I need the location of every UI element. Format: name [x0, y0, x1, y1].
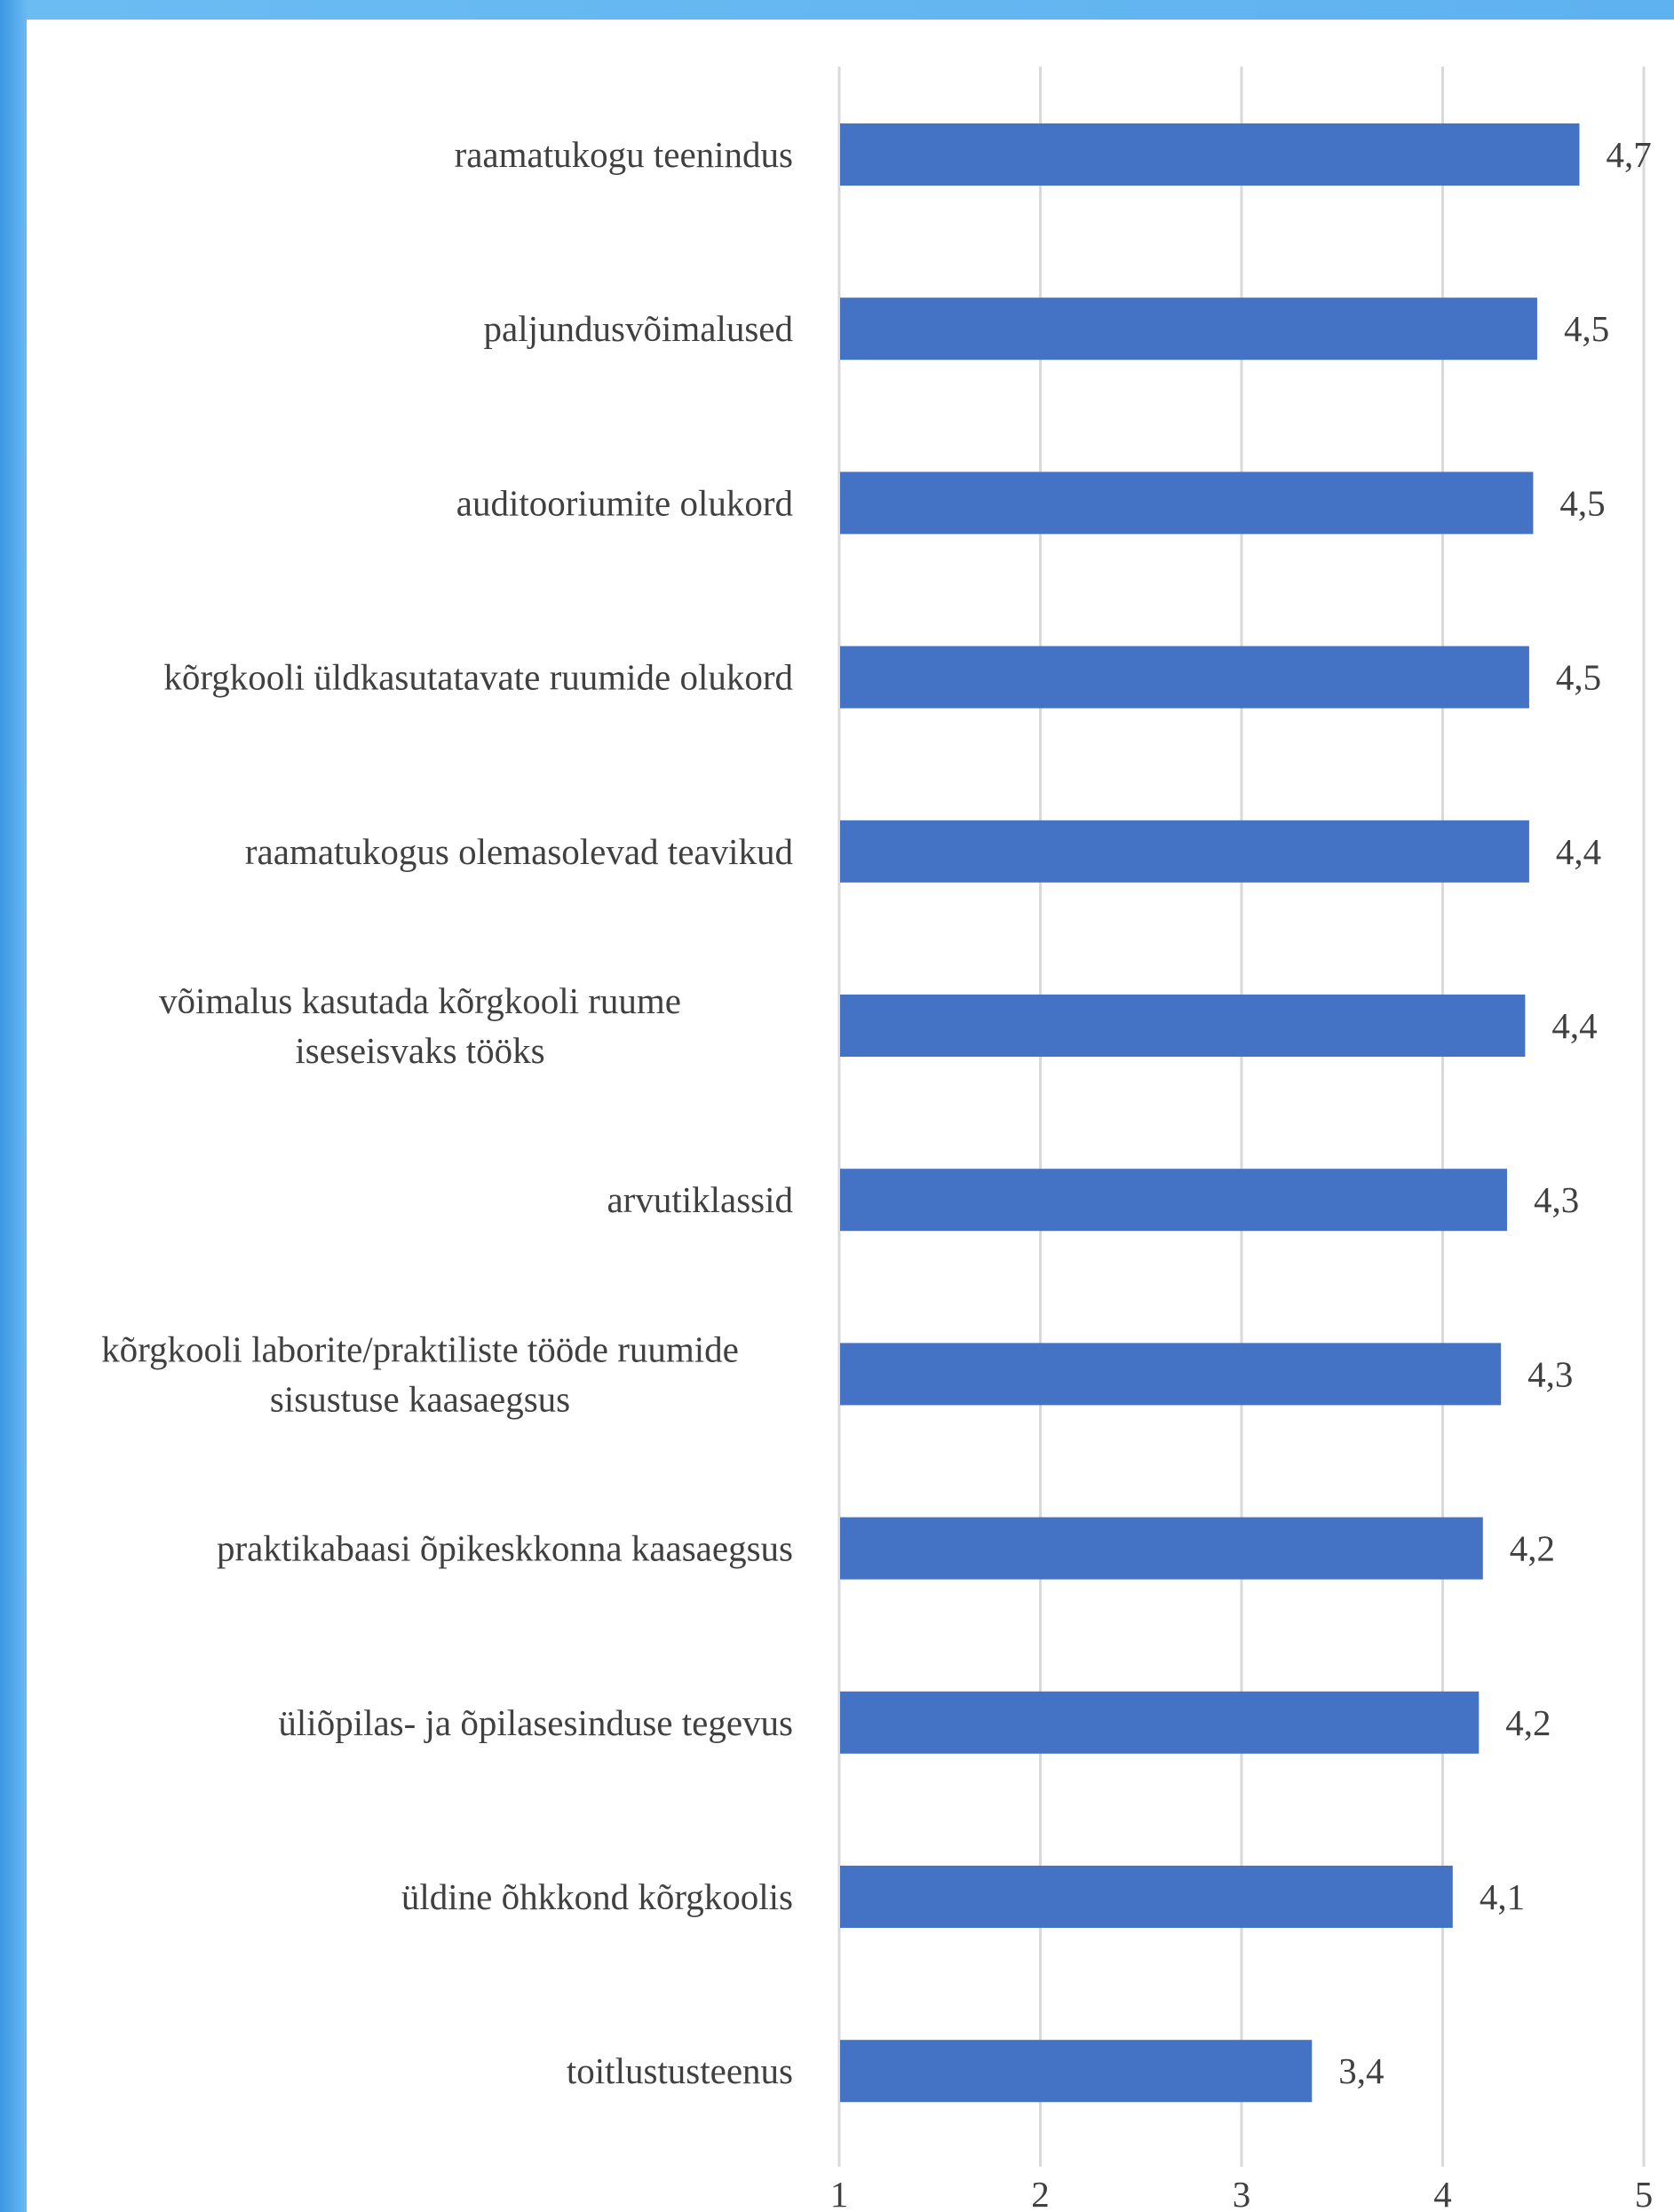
bar: [840, 472, 1534, 535]
data-label: 4,5: [1559, 482, 1605, 523]
bar: [840, 820, 1529, 883]
x-axis-ticks: 1 2 3 4 5: [830, 2174, 1654, 2212]
category-label: arvutiklassid: [607, 1179, 793, 1220]
data-label: 4,3: [1534, 1179, 1579, 1220]
data-label: 4,3: [1527, 1353, 1573, 1394]
data-label: 4,7: [1607, 134, 1652, 175]
gridlines: [837, 67, 1646, 2167]
category-label: üldine õhkkond kõrgkoolis: [401, 1876, 793, 1917]
bar: [840, 1517, 1483, 1580]
x-tick-label: 1: [830, 2174, 849, 2212]
category-label: iseseisvaks tööks: [295, 1030, 544, 1071]
bar: [840, 1866, 1453, 1928]
category-label: paljundusvõimalused: [484, 308, 793, 349]
bar: [840, 1169, 1507, 1232]
bar: [840, 2040, 1313, 2103]
bar: [840, 1343, 1502, 1406]
data-label: 4,2: [1510, 1528, 1555, 1569]
data-label: 4,1: [1480, 1876, 1525, 1917]
category-label: kõrgkooli laborite/praktiliste tööde ruu…: [101, 1328, 739, 1369]
category-label: raamatukogu teenindus: [455, 134, 793, 175]
category-label: toitlustusteenus: [567, 2050, 793, 2091]
category-label: sisustuse kaasaegsus: [270, 1378, 570, 1419]
data-label: 4,4: [1551, 1005, 1597, 1046]
category-label: üliõpilas- ja õpilasesinduse tegevus: [278, 1702, 793, 1743]
category-label: kõrgkooli üldkasutatavate ruumide olukor…: [163, 657, 793, 698]
data-label: 4,2: [1505, 1702, 1551, 1743]
chart-panel: [27, 20, 1674, 2212]
bar: [840, 297, 1537, 361]
x-tick-label: 3: [1233, 2174, 1251, 2212]
bars: [840, 123, 1580, 2103]
value-labels: 4,7 4,5 4,5 4,5 4,4 4,4 4,3 4,3 4,2 4,2 4,1 3,4: [1338, 134, 1651, 2091]
category-label: auditooriumite olukord: [456, 482, 793, 523]
category-label: praktikabaasi õpikeskkonna kaasaegsus: [217, 1528, 793, 1569]
x-tick-label: 5: [1635, 2174, 1654, 2212]
bar: [840, 646, 1529, 709]
bar: [840, 1691, 1480, 1754]
bar: [840, 123, 1580, 186]
x-tick-label: 2: [1031, 2174, 1050, 2212]
category-label: raamatukogus olemasolevad teavikud: [245, 831, 793, 872]
data-label: 4,4: [1556, 831, 1601, 872]
category-label: võimalus kasutada kõrgkooli ruume: [159, 980, 681, 1021]
data-label: 4,5: [1564, 308, 1609, 349]
data-label: 3,4: [1338, 2050, 1384, 2091]
data-label: 4,5: [1556, 657, 1601, 698]
x-tick-label: 4: [1433, 2174, 1452, 2212]
category-labels: raamatukogu teenindus paljundusvõimalused…: [101, 134, 793, 2091]
bar: [840, 995, 1526, 1057]
